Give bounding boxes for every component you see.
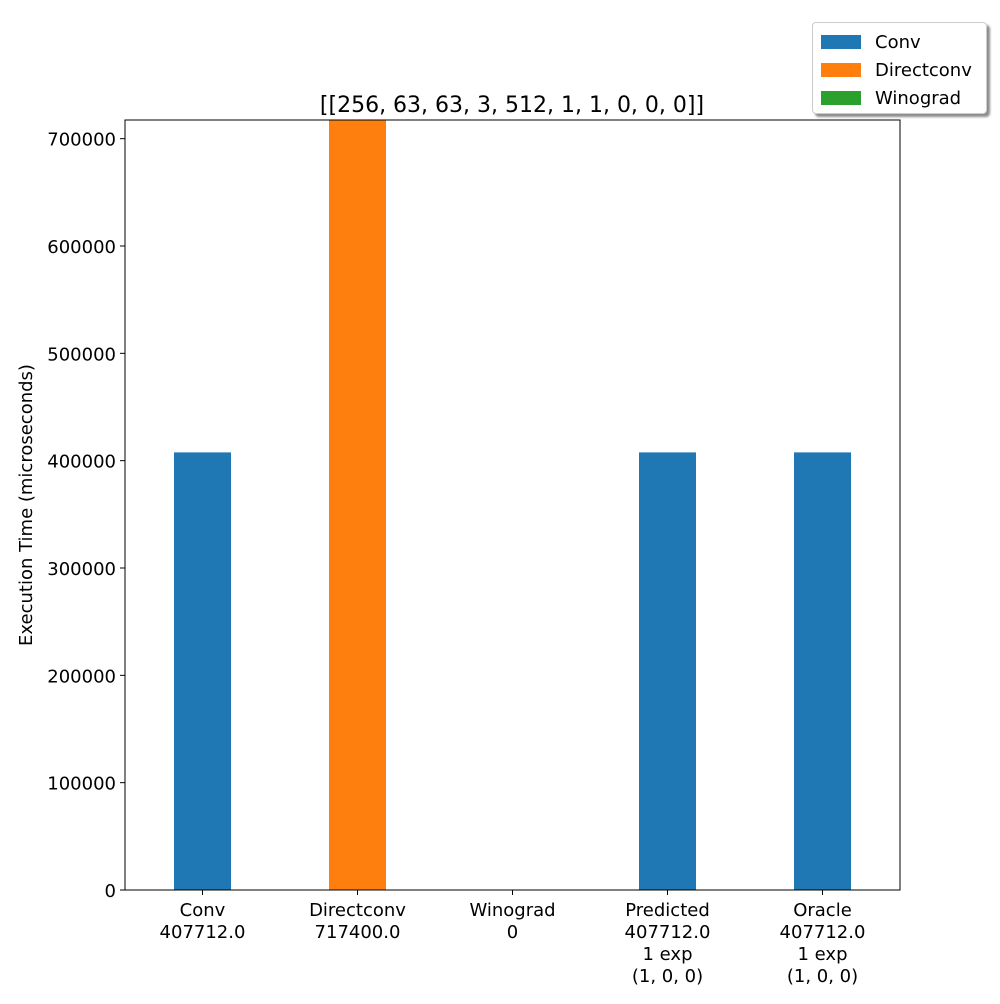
bar-conv	[174, 452, 231, 890]
x-tick-label: Directconv 717400.0	[309, 900, 406, 943]
legend-swatch-conv	[821, 35, 861, 49]
x-tick-label-line: 407712.0	[625, 922, 711, 943]
y-axis-label: Execution Time (microseconds)	[16, 364, 37, 646]
y-tick-label: 700000	[47, 130, 116, 151]
legend-item-winograd: Winograd	[813, 84, 986, 112]
bar-predicted	[639, 452, 696, 890]
x-tick-label: Conv 407712.0	[160, 900, 246, 943]
y-tick-label: 200000	[47, 666, 116, 687]
legend: Conv Directconv Winograd	[812, 22, 987, 114]
chart-title: [[256, 63, 63, 3, 512, 1, 1, 0, 0, 0]]	[320, 93, 704, 118]
y-tick-label: 0	[105, 881, 116, 902]
legend-swatch-winograd	[821, 91, 861, 105]
legend-item-directconv: Directconv	[813, 56, 986, 84]
y-ticks-layer: 0 100000 200000 300000 400000 500000 600000 700…	[47, 130, 125, 902]
legend-item-conv: Conv	[813, 28, 986, 56]
y-tick-label: 100000	[47, 774, 116, 795]
bars-layer	[174, 120, 851, 890]
x-tick-label-line: Predicted	[625, 900, 710, 921]
x-tick-label-line: Winograd	[469, 900, 555, 921]
x-tick-label-line: 1 exp	[642, 944, 692, 965]
x-tick-label-line: 717400.0	[315, 922, 401, 943]
x-tick-label-line: Conv	[180, 900, 226, 921]
x-tick-label-line: 407712.0	[780, 922, 866, 943]
y-tick-label: 400000	[47, 452, 116, 473]
x-tick-label: Oracle 407712.0 1 exp (1, 0, 0)	[780, 900, 866, 987]
x-tick-label-line: (1, 0, 0)	[632, 966, 703, 987]
legend-label-conv: Conv	[875, 31, 921, 53]
x-tick-label-line: 0	[507, 922, 518, 943]
x-tick-label: Winograd 0	[469, 900, 555, 943]
bar-oracle	[794, 452, 851, 890]
x-tick-label-line: 1 exp	[797, 944, 847, 965]
legend-label-winograd: Winograd	[875, 87, 962, 109]
x-tick-label-line: Directconv	[309, 900, 406, 921]
y-tick-label: 600000	[47, 237, 116, 258]
x-tick-label-line: (1, 0, 0)	[787, 966, 858, 987]
plot-frame	[124, 119, 901, 891]
bar-directconv	[329, 120, 386, 890]
x-tick-label: Predicted 407712.0 1 exp (1, 0, 0)	[625, 900, 711, 987]
x-tick-label-line: Oracle	[793, 900, 852, 921]
x-tick-label-line: 407712.0	[160, 922, 246, 943]
y-tick-label: 300000	[47, 559, 116, 580]
y-tick-label: 500000	[47, 344, 116, 365]
legend-label-directconv: Directconv	[875, 59, 972, 81]
legend-swatch-directconv	[821, 63, 861, 77]
